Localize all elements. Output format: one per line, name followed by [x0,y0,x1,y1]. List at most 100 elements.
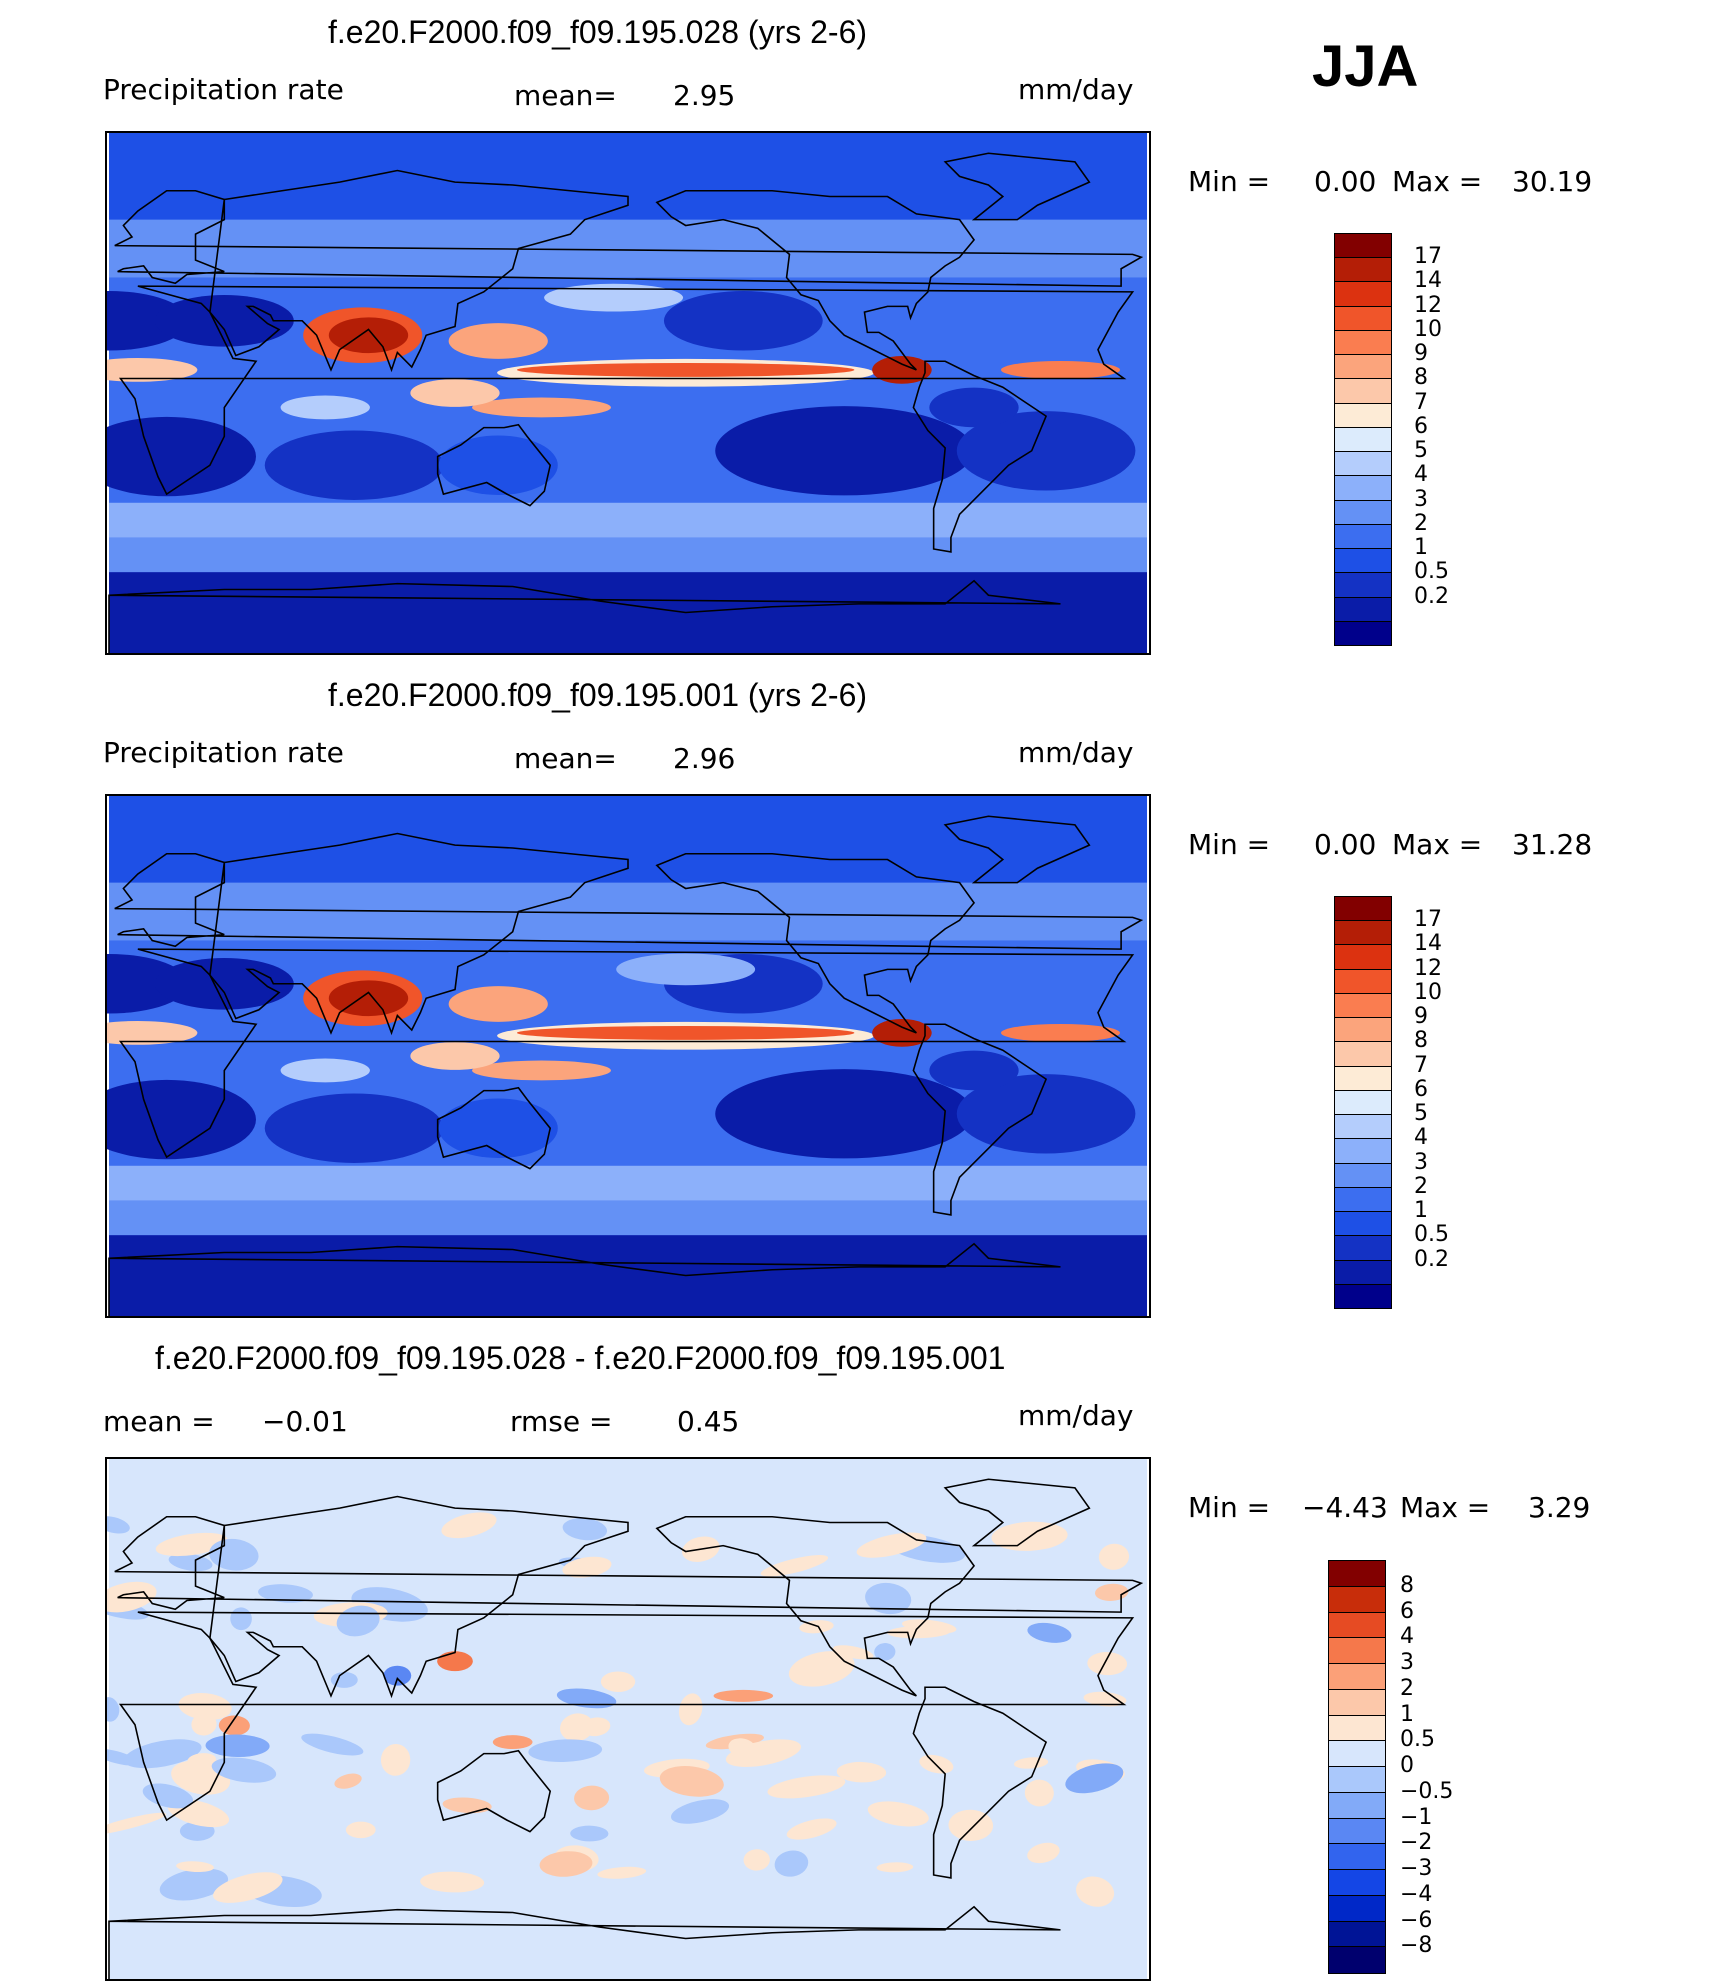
diff-anomaly [1013,1757,1049,1769]
diff-anomaly [107,1697,120,1722]
colorbar-swatch [1334,1259,1392,1286]
colorbar-swatch [1334,305,1392,332]
s-indian-dry [264,430,444,500]
colorbar-tick-label: 3 [1414,1149,1428,1175]
colorbar-swatch [1328,1637,1386,1665]
antarctica-coast [108,579,1061,653]
n-pacific-band [616,953,756,986]
diff-anomaly [559,1713,594,1742]
panel2-mean-label: mean= [514,742,617,775]
diff-anomaly [600,1671,636,1692]
colorbar-tick-label: 0.2 [1414,1246,1449,1272]
w-pacific-warm-pool [448,986,548,1022]
colorbar-tick-label: 5 [1414,1101,1428,1127]
colorbar-swatch [1334,1235,1392,1262]
antarctic-dry-band [108,1235,1148,1316]
colorbar-swatch [1328,1611,1386,1639]
colorbar-swatch [1334,944,1392,971]
ne-pacific-dry [663,291,823,351]
colorbar-tick-label: 6 [1414,413,1428,439]
diff-anomaly [865,1582,912,1615]
colorbar-tick-label: 0 [1400,1753,1414,1778]
colorbar-tick-label: 14 [1414,268,1442,294]
colorbar-tick-label: 4 [1414,462,1428,488]
south-america-coast [912,1023,1048,1216]
colorbar-swatch [1334,354,1392,380]
indian-ocean-band [280,1058,370,1083]
diff-anomaly [1087,1651,1128,1676]
amazon-dry [929,387,1019,428]
diff-anomaly [570,1825,609,1842]
atlantic-itcz [1000,1023,1121,1042]
diff-anomaly [774,1850,809,1877]
africa-monsoon [107,1020,198,1045]
panel2-variable-label: Precipitation rate [103,736,344,769]
panel2-map [105,794,1151,1318]
colorbar-tick-label: 4 [1400,1624,1414,1650]
panel2-map-field [107,796,1148,1316]
diff-anomaly [832,1645,874,1660]
diff-anomaly [856,1532,927,1558]
colorbar-swatch [1334,1017,1392,1043]
se-pacific-dry [715,1069,974,1159]
northern-storm-track [108,219,1148,278]
colorbar-tick-label: 5 [1414,438,1428,464]
diff-anomaly [539,1851,593,1877]
north-america-coast [655,189,976,371]
australia-dry [438,1098,558,1158]
southern-midlat-band [108,1165,1148,1201]
diff-anomaly [767,1775,846,1799]
colorbar-swatch [1334,572,1392,599]
s-indian-dry [264,1093,444,1163]
colorbar-tick-label: −3 [1400,1856,1433,1881]
colorbar-tick-label: 0.5 [1414,559,1449,585]
diff-anomaly [1024,1779,1054,1807]
diff-anomaly [725,1739,802,1767]
diff-anomaly [867,1801,929,1827]
panel3-rmse-label: rmse = [510,1405,613,1438]
diff-anomaly [107,1812,167,1835]
panel1-mean-label: mean= [514,79,617,112]
diff-anomaly [1098,1543,1130,1570]
diff-anomaly [420,1871,485,1893]
africa-monsoon [107,357,198,382]
diff-anomaly [442,1797,492,1814]
colorbar-swatch [1328,1766,1386,1794]
colorbar-swatch [1328,1946,1386,1974]
colorbar-tick-label: 8 [1400,1572,1414,1598]
colorbar-swatch [1334,596,1392,623]
colorbar-swatch [1334,1186,1392,1213]
colorbar-swatch [1334,426,1392,453]
diff-anomaly [334,1773,362,1789]
panel2-units: mm/day [1018,736,1134,769]
panel1-min-label: Min = [1188,165,1271,198]
panel1-min-value: 0.00 [1314,165,1377,198]
colorbar-swatch [1334,329,1392,356]
colorbar-swatch [1328,1843,1386,1871]
colorbar-tick-label: 14 [1414,931,1442,957]
colorbar-swatch [1334,1138,1392,1165]
northern-storm-track [108,882,1148,941]
diff-anomaly [581,1717,611,1737]
diff-anomaly [301,1733,364,1756]
colorbar-tick-label: 4 [1414,1125,1428,1151]
colorbar-swatch [1328,1791,1386,1819]
colorbar-tick-label: 6 [1400,1598,1414,1624]
antarctica-coast [108,1242,1061,1316]
colorbar-tick-label: 0.2 [1414,583,1449,609]
diff-anomaly [786,1818,837,1840]
diff-anomaly [743,1849,770,1871]
panel2-max-value: 31.28 [1512,828,1593,861]
panel3-max-label: Max = [1400,1491,1491,1524]
colorbar-swatch [1334,620,1392,647]
colorbar-swatch [1334,1065,1392,1092]
panel1-map [105,131,1151,655]
panel3-min-value: −4.43 [1302,1491,1388,1524]
colorbar-tick-label: 2 [1414,1173,1428,1199]
spcz [472,397,611,418]
colorbar-tick-label: 10 [1414,979,1442,1005]
colorbar-tick-label: 0.5 [1414,1222,1449,1248]
colorbar-swatch [1328,1560,1386,1588]
panel1-max-value: 30.19 [1512,165,1593,198]
arabia-dry [154,294,294,347]
